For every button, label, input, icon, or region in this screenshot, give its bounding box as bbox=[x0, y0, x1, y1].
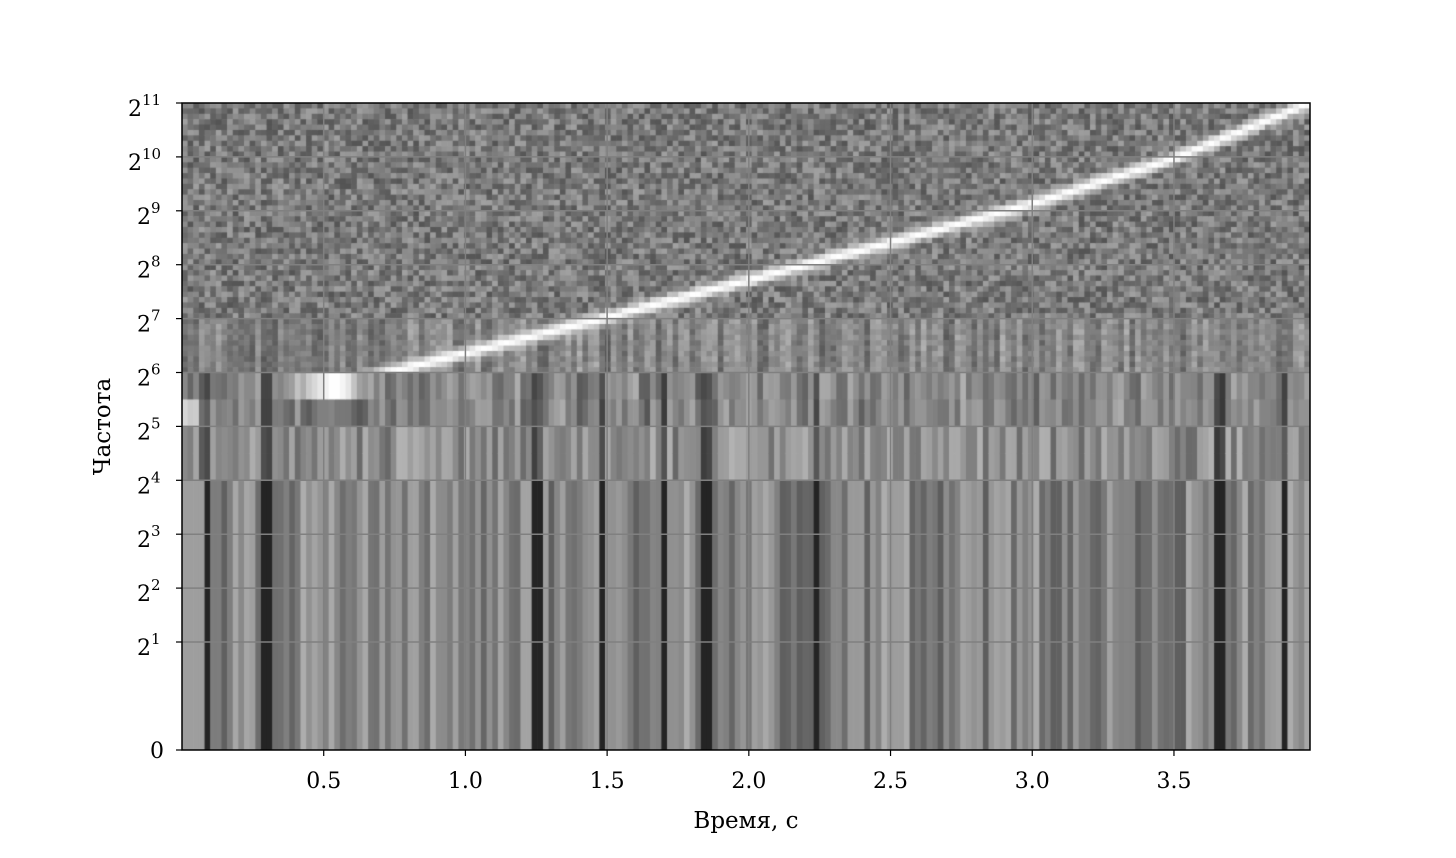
y-tick-label-11: 211 bbox=[128, 91, 161, 122]
y-tick-label-0: 0 bbox=[150, 739, 164, 764]
y-tick-label-4: 24 bbox=[137, 468, 161, 499]
y-tick-label-9: 29 bbox=[137, 199, 161, 230]
y-tick-label-5: 25 bbox=[137, 414, 161, 445]
y-axis-label: Частота bbox=[90, 378, 116, 476]
x-tick-label-1: 1.0 bbox=[448, 769, 483, 794]
y-tick-label-3: 23 bbox=[137, 522, 161, 553]
x-tick-label-3: 2.0 bbox=[731, 769, 766, 794]
x-tick-label-4: 2.5 bbox=[873, 769, 908, 794]
x-tick-label-0: 0.5 bbox=[306, 769, 341, 794]
x-tick-label-5: 3.0 bbox=[1015, 769, 1050, 794]
y-tick-label-2: 22 bbox=[137, 576, 161, 607]
y-axis-ticks: 0 21 22 23 24 25 26 27 28 29 210 211 bbox=[128, 91, 182, 764]
x-tick-label-2: 1.5 bbox=[590, 769, 625, 794]
grid-lines bbox=[182, 103, 1310, 750]
y-tick-label-6: 26 bbox=[137, 361, 161, 392]
x-axis-label: Время, с bbox=[693, 808, 798, 834]
x-tick-label-6: 3.5 bbox=[1156, 769, 1191, 794]
y-tick-label-10: 210 bbox=[128, 145, 161, 176]
x-axis-ticks: 0.5 1.0 1.5 2.0 2.5 3.0 3.5 bbox=[306, 750, 1191, 794]
y-tick-label-1: 21 bbox=[137, 630, 161, 661]
y-tick-label-7: 27 bbox=[137, 307, 161, 338]
y-tick-label-8: 28 bbox=[137, 253, 161, 284]
